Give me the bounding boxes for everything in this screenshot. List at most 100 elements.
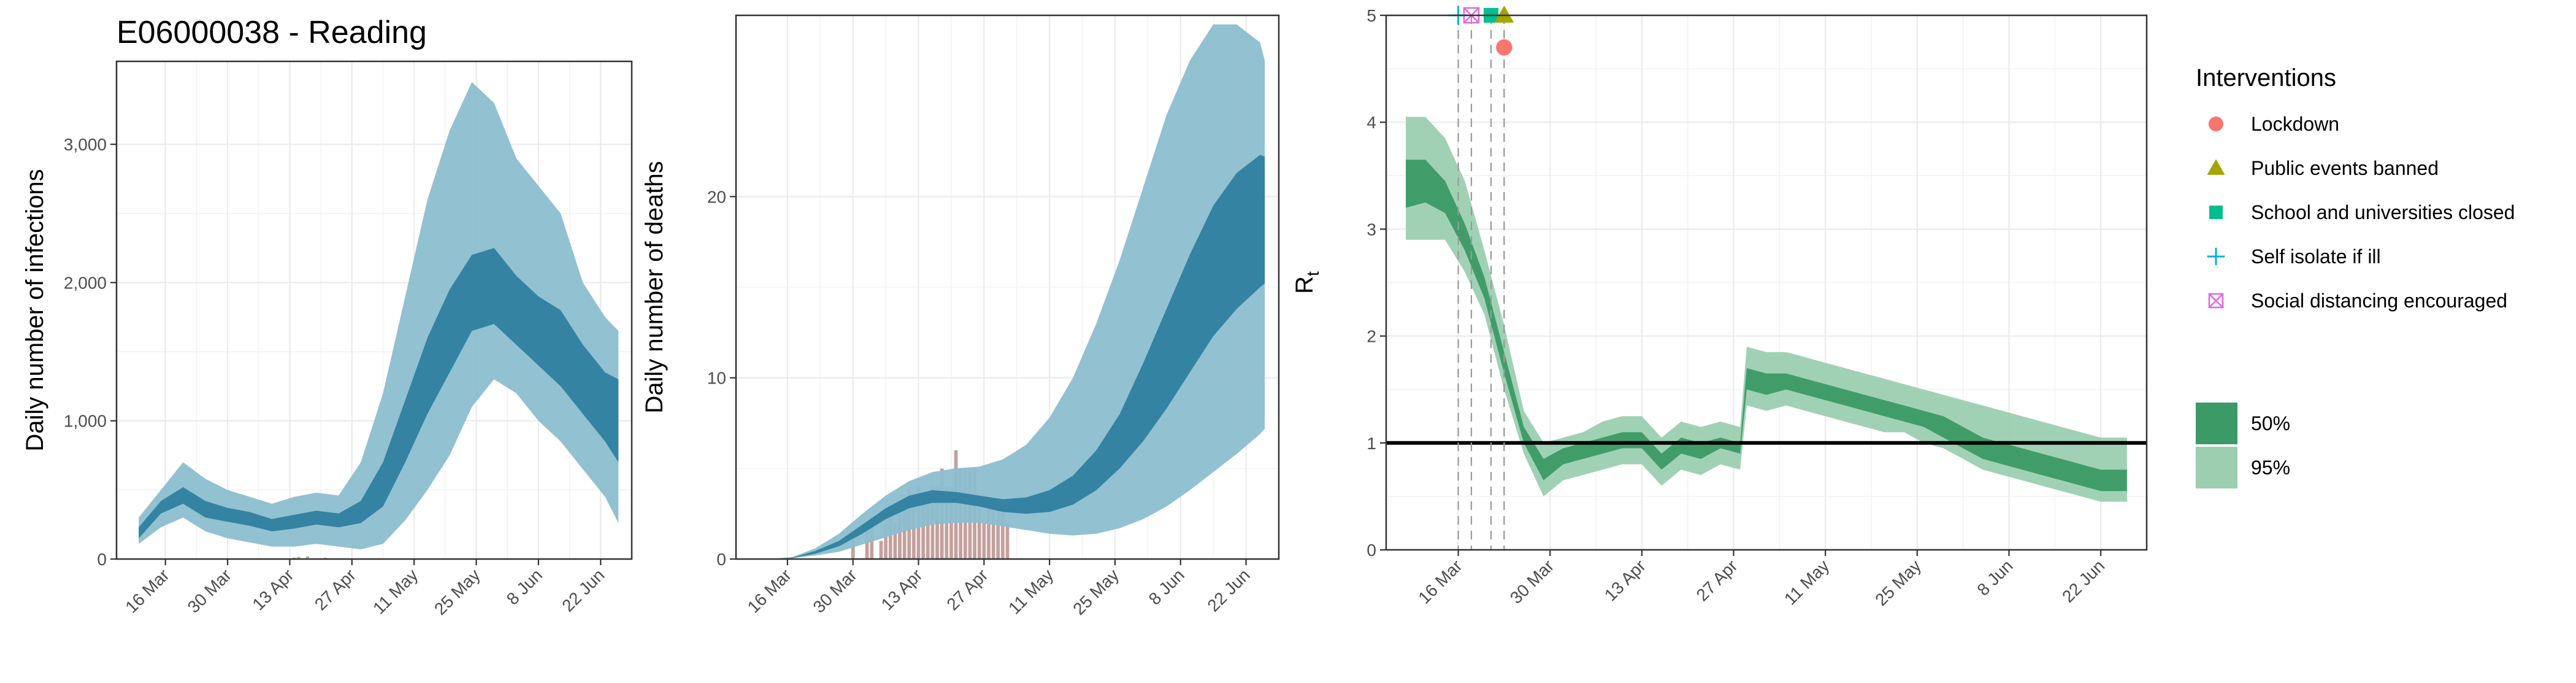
legend-key-self-isolate-if-ill xyxy=(2207,247,2225,266)
x-tick-label: 16 Mar xyxy=(1414,556,1466,608)
y-tick-label: 10 xyxy=(707,369,726,388)
observed-bar-30 xyxy=(1005,522,1010,559)
legend-ci-swatch xyxy=(2196,403,2237,444)
x-tick-label: 13 Apr xyxy=(878,565,926,614)
legend-key-lockdown xyxy=(2208,116,2224,132)
x-tick-label: 22 Jun xyxy=(558,565,608,615)
legend-item-public-events-banned: Public events banned xyxy=(2207,157,2439,179)
legend-key-public-events-banned-shape xyxy=(2207,159,2225,175)
x-tick-label: 27 Apr xyxy=(311,565,359,614)
y-tick-label: 4 xyxy=(1367,113,1376,132)
y-tick-label: 2,000 xyxy=(64,273,107,292)
legend-item-lockdown: Lockdown xyxy=(2208,113,2339,135)
legend-key-social-distancing-encouraged-shape xyxy=(2208,293,2224,309)
legend-key-school-and-universities-closed xyxy=(2209,206,2223,219)
legend-item-school-and-universities-closed: School and universities closed xyxy=(2209,201,2515,223)
legend: Interventions Lockdown Public events banne… xyxy=(2196,64,2515,488)
observed-bar-29 xyxy=(1001,504,1005,559)
observed-bar-0 xyxy=(851,541,855,559)
intervention-marker-public-events-banned-shape xyxy=(1494,6,1514,23)
y-axis-title-text: R xyxy=(1291,276,1318,294)
y-tick-label: 0 xyxy=(97,550,107,569)
ci-band-50 xyxy=(139,248,619,539)
intervention-marker-lockdown xyxy=(1496,39,1512,56)
panel-3: 0 1 2 3 4 5 16 Mar 30 Mar 13 Apr 27 Apr 11 May 25 M… xyxy=(1291,6,2148,609)
y-axis-title-text: Daily number of deaths xyxy=(641,161,668,413)
observed-bar-10 xyxy=(912,504,916,559)
legend-item-social-distancing-encouraged: Social distancing encouraged xyxy=(2208,290,2507,312)
legend-ci-label: 50% xyxy=(2251,412,2290,434)
panel-2: 0 10 20 16 Mar 30 Mar 13 Apr 27 Apr 11 May 25 Ma… xyxy=(641,14,1280,619)
panel-2-border xyxy=(735,14,1280,560)
y-tick-label: 20 xyxy=(707,187,726,206)
legend-item-label: Public events banned xyxy=(2251,157,2439,179)
x-tick-label: 11 May xyxy=(1005,565,1057,617)
legend-ci-label: 95% xyxy=(2251,457,2290,479)
y-tick-label: 1,000 xyxy=(64,412,107,431)
y-tick-label: 2 xyxy=(1367,327,1376,346)
x-tick-label: 22 Jun xyxy=(2058,556,2108,606)
y-tick-label: 0 xyxy=(716,550,726,569)
ci-band-50 xyxy=(769,155,1265,559)
legend-key-lockdown-shape xyxy=(2208,116,2224,132)
legend-title: Interventions xyxy=(2196,64,2336,91)
x-tick-label: 25 May xyxy=(1069,565,1122,619)
observed-bar-25 xyxy=(982,522,986,559)
legend-ci-95: 95% xyxy=(2196,447,2290,488)
intervention-marker-public-events-banned xyxy=(1494,6,1514,23)
x-tick-label: 27 Apr xyxy=(943,565,991,614)
ci-band-95 xyxy=(1406,117,2127,502)
observed-bar-2 xyxy=(305,556,310,559)
y-tick-label: 1 xyxy=(1367,434,1376,453)
observed-bar-27 xyxy=(991,504,995,559)
legend-ci-swatch xyxy=(2196,447,2237,488)
x-tick-label: 25 May xyxy=(431,565,484,619)
observed-bar-13 xyxy=(926,504,930,559)
observed-bar-6 xyxy=(893,522,897,559)
legend-item-label: Social distancing encouraged xyxy=(2251,290,2507,312)
y-axis-title: Daily number of infections xyxy=(21,169,48,451)
legend-key-public-events-banned xyxy=(2207,159,2225,175)
legend-item-self-isolate-if-ill: Self isolate if ill xyxy=(2207,245,2381,268)
x-tick-label: 8 Jun xyxy=(503,565,546,608)
legend-item-label: Lockdown xyxy=(2251,113,2339,135)
x-tick-label: 13 Apr xyxy=(248,565,297,614)
y-axis-title-text: Daily number of infections xyxy=(21,169,48,451)
observed-bar-24 xyxy=(977,504,981,559)
y-tick-label: 5 xyxy=(1367,6,1376,25)
intervention-marker-lockdown-shape xyxy=(1496,39,1512,56)
legend-item-label: Self isolate if ill xyxy=(2251,245,2381,268)
ci-band-95 xyxy=(139,82,619,550)
x-tick-label: 8 Jun xyxy=(1973,556,2016,599)
legend-key-self-isolate-if-ill-shape xyxy=(2207,247,2225,266)
observed-bar-1 xyxy=(297,557,301,559)
legend-item-label: School and universities closed xyxy=(2251,201,2515,223)
x-tick-label: 16 Mar xyxy=(121,565,173,617)
ci-band-50 xyxy=(1406,160,2127,492)
y-axis-title-subscript: t xyxy=(1303,271,1322,276)
legend-key-school-and-universities-closed-shape xyxy=(2209,206,2223,219)
x-tick-label: 25 May xyxy=(1871,556,1925,609)
y-tick-label: 3 xyxy=(1367,220,1376,239)
observed-bar-8 xyxy=(902,504,907,559)
y-tick-label: 3,000 xyxy=(64,135,107,154)
x-tick-label: 11 May xyxy=(1781,556,1833,608)
observed-bar-28 xyxy=(996,504,1000,559)
legend-key-social-distancing-encouraged xyxy=(2208,293,2224,309)
y-axis-title: Rt xyxy=(1291,271,1322,294)
x-tick-label: 30 Mar xyxy=(1506,556,1558,608)
legend-ci-50: 50% xyxy=(2196,403,2290,444)
x-tick-label: 30 Mar xyxy=(184,565,236,617)
x-tick-label: 11 May xyxy=(369,565,421,617)
panel-1-border xyxy=(115,60,633,560)
y-axis-title: Daily number of deaths xyxy=(641,161,668,413)
panel-3-border xyxy=(1385,14,2148,551)
y-tick-label: 0 xyxy=(1367,541,1376,560)
x-tick-label: 27 Apr xyxy=(1693,556,1741,604)
chart-title: E06000038 - Reading xyxy=(117,15,427,50)
x-tick-label: 16 Mar xyxy=(744,565,795,617)
x-tick-label: 30 Mar xyxy=(809,565,861,617)
observed-bar-4 xyxy=(884,522,887,559)
observed-bar-26 xyxy=(987,504,991,559)
